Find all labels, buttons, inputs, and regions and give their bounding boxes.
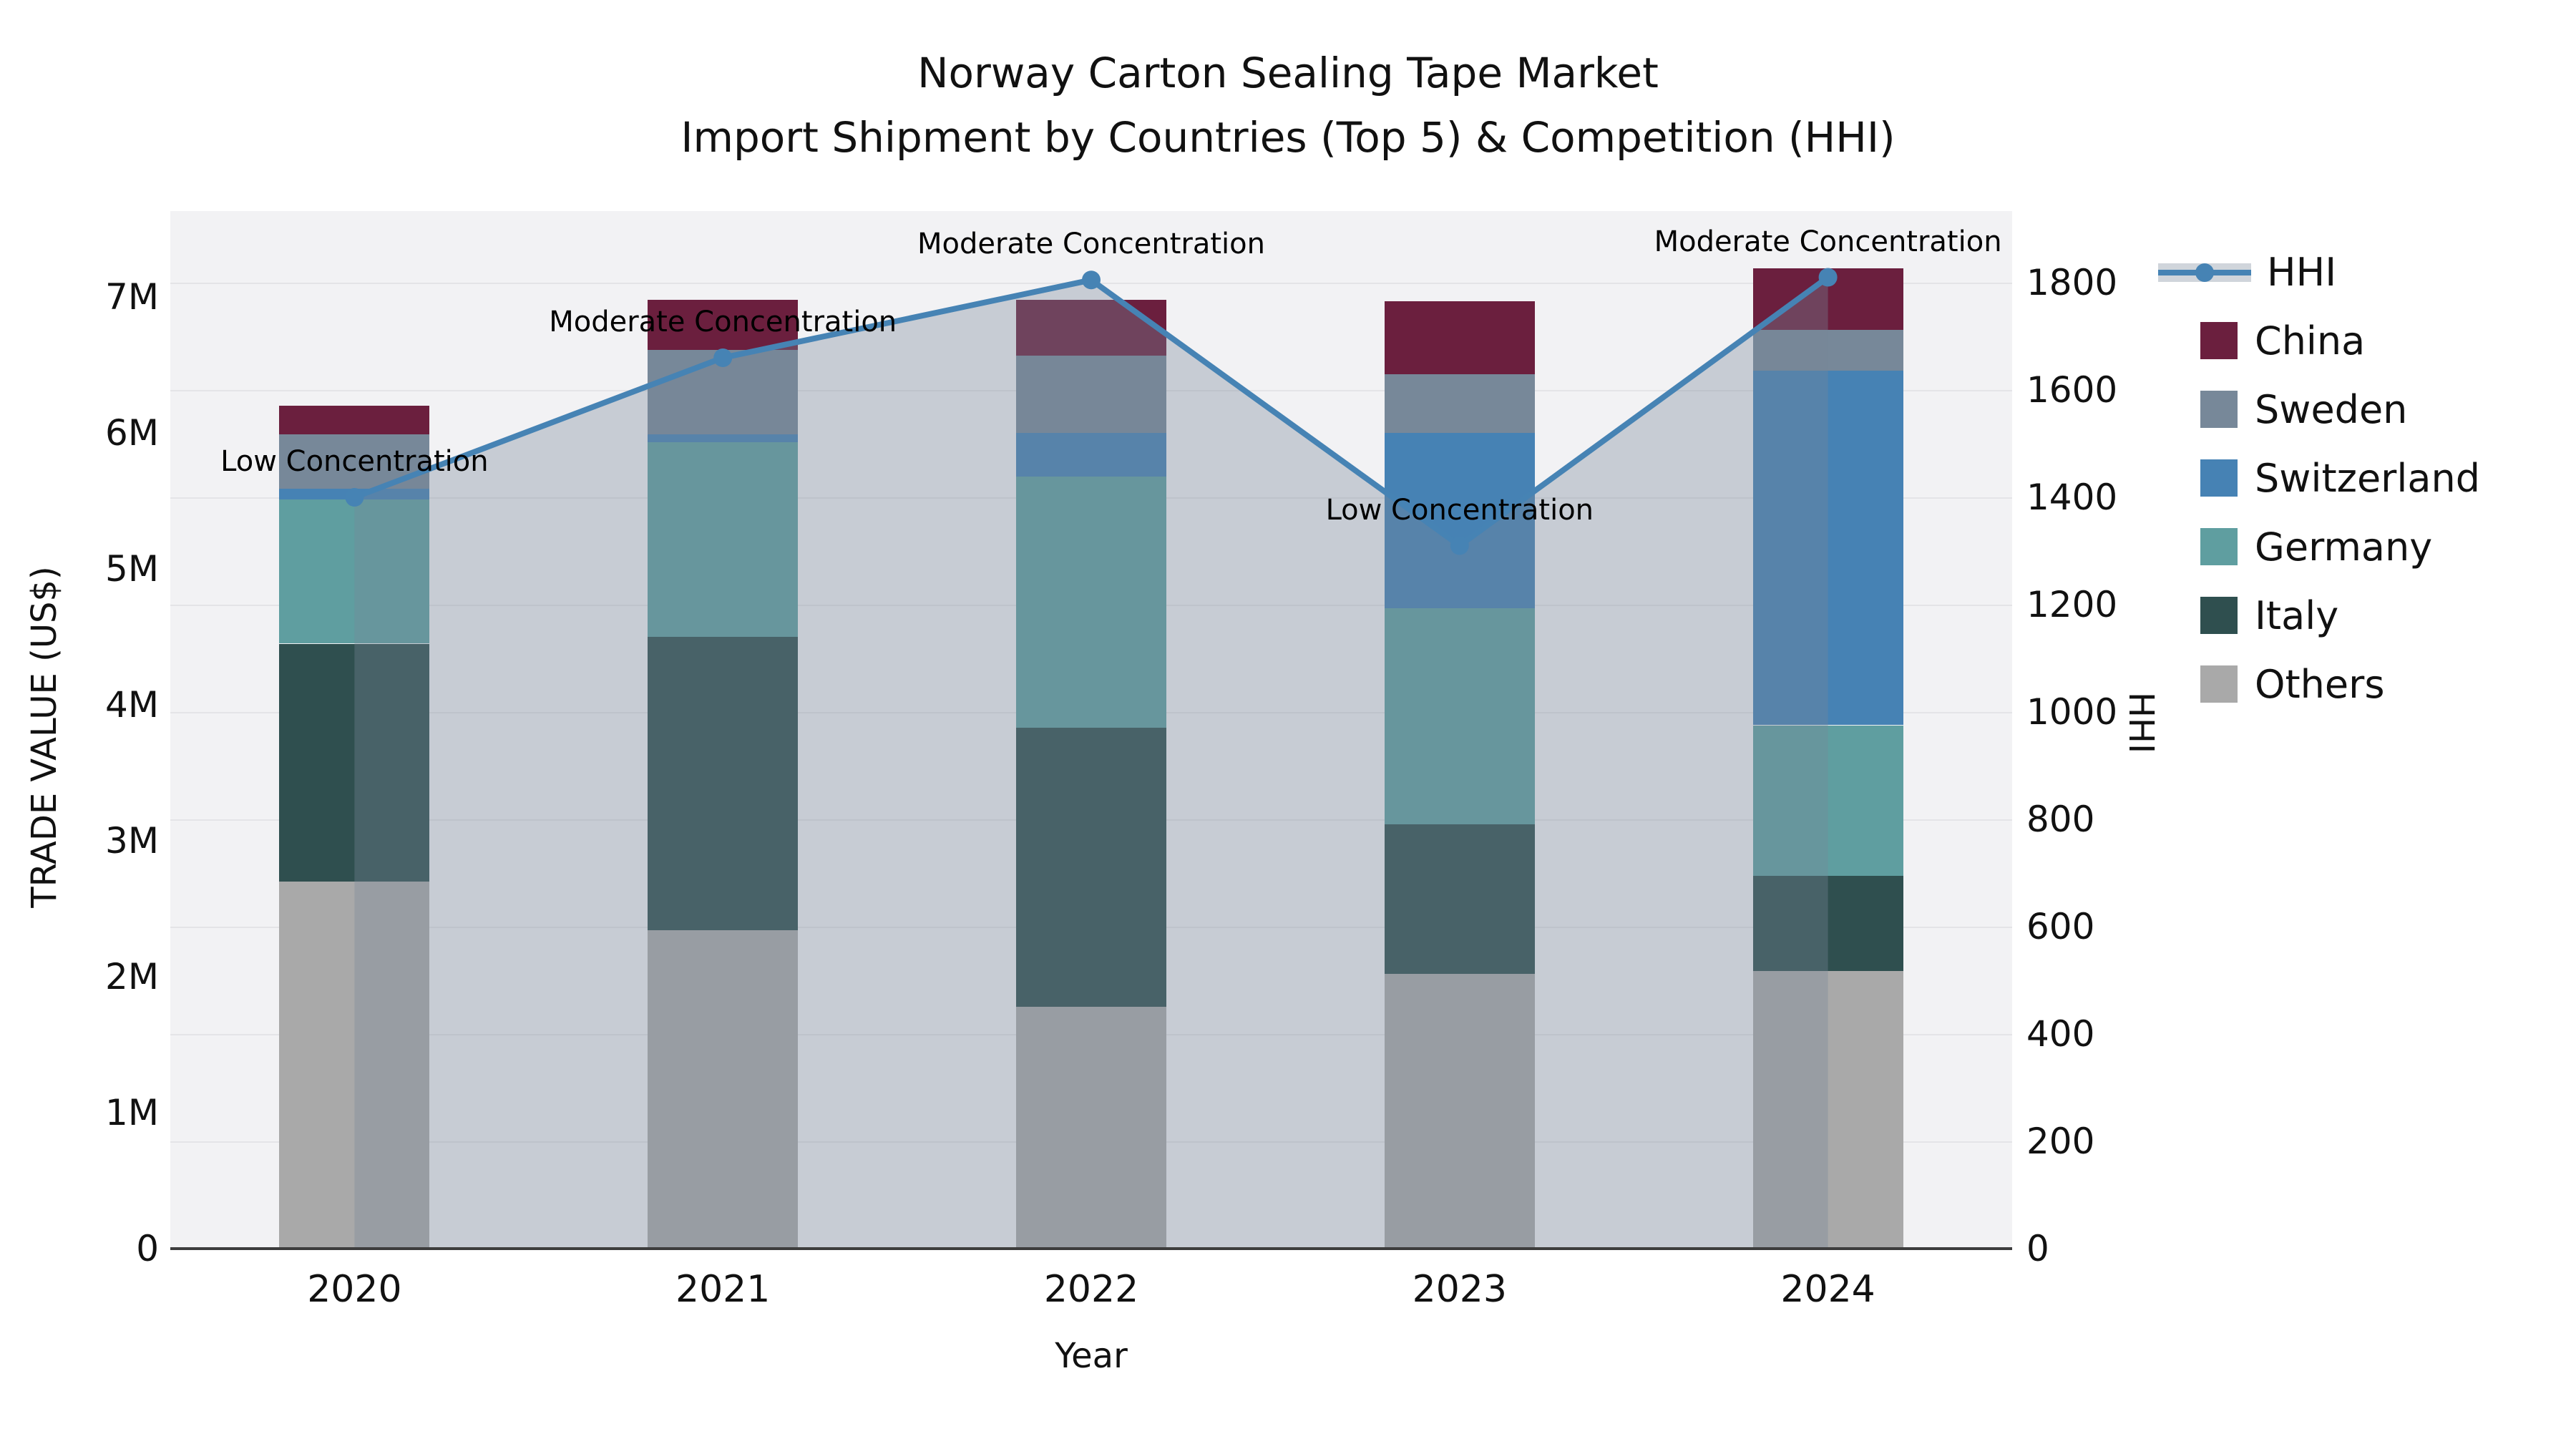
bar-2023-germany <box>1384 608 1535 825</box>
bar-2023-china <box>1384 301 1535 375</box>
legend-label-sweden: Sweden <box>2255 386 2408 432</box>
bar-2021-sweden <box>648 350 799 434</box>
y-tick-right-1400: 1400 <box>2026 477 2118 518</box>
annotation-2020: Low Concentration <box>220 445 489 478</box>
y-tick-left-4M: 4M <box>105 684 159 726</box>
bar-2020-germany <box>279 499 430 644</box>
bar-2022-others <box>1016 1006 1166 1249</box>
y-tick-right-1200: 1200 <box>2026 584 2118 625</box>
chart-title-line1: Norway Carton Sealing Tape Market <box>917 49 1659 97</box>
bar-2020-italy <box>279 643 430 882</box>
bar-2023-sweden <box>1384 374 1535 433</box>
legend-label-hhi: HHI <box>2267 249 2337 295</box>
chart-title: Norway Carton Sealing Tape Market Import… <box>0 42 2576 170</box>
legend-label-others: Others <box>2255 661 2385 707</box>
x-tick-2022: 2022 <box>1043 1268 1139 1311</box>
legend-item-hhi: HHI <box>2158 238 2480 306</box>
bar-2021-italy <box>648 637 799 931</box>
legend-label-italy: Italy <box>2255 592 2339 638</box>
y-tick-right-1600: 1600 <box>2026 369 2118 411</box>
y-tick-right-200: 200 <box>2026 1121 2095 1162</box>
hhi-dot-icon <box>2195 263 2214 282</box>
y-tick-right-1800: 1800 <box>2026 262 2118 303</box>
x-axis-line <box>170 1247 2012 1250</box>
y-tick-right-1000: 1000 <box>2026 691 2118 733</box>
x-axis-title: Year <box>1055 1336 1128 1376</box>
chart-title-line2: Import Shipment by Countries (Top 5) & C… <box>680 112 1896 162</box>
x-tick-2024: 2024 <box>1780 1268 1875 1311</box>
bar-2023-others <box>1384 974 1535 1249</box>
bar-2022-sweden <box>1016 355 1166 433</box>
bar-2024-china <box>1752 268 1903 330</box>
annotation-2022: Moderate Concentration <box>917 228 1265 261</box>
y-tick-right-600: 600 <box>2026 906 2095 947</box>
y-tick-left-1M: 1M <box>105 1092 159 1133</box>
legend-swatch-germany <box>2200 528 2238 565</box>
bar-2024-switzerland <box>1752 370 1903 726</box>
bar-2024-italy <box>1752 876 1903 972</box>
bar-2023-italy <box>1384 824 1535 975</box>
legend-item-china: China <box>2158 306 2480 375</box>
bar-2022-china <box>1016 299 1166 356</box>
bar-2022-germany <box>1016 476 1166 728</box>
y-tick-right-400: 400 <box>2026 1013 2095 1055</box>
legend-item-others: Others <box>2158 650 2480 718</box>
legend-item-italy: Italy <box>2158 581 2480 650</box>
legend-item-switzerland: Switzerland <box>2158 444 2480 512</box>
annotation-2023: Low Concentration <box>1325 493 1594 527</box>
legend-label-germany: Germany <box>2255 524 2433 570</box>
annotation-2021: Moderate Concentration <box>549 306 897 338</box>
hhi-line-icon <box>2158 252 2251 292</box>
legend-swatch-italy <box>2200 597 2238 634</box>
legend-label-switzerland: Switzerland <box>2255 455 2480 501</box>
x-tick-2023: 2023 <box>1412 1268 1507 1311</box>
bar-2020-china <box>279 406 430 434</box>
bar-2024-sweden <box>1752 329 1903 371</box>
legend: HHI China Sweden Switzerland Germany Italy Oth… <box>2158 238 2480 718</box>
y-tick-left-3M: 3M <box>105 820 159 862</box>
y-tick-left-7M: 7M <box>105 276 159 318</box>
bar-2020-others <box>279 882 430 1249</box>
legend-swatch-switzerland <box>2200 459 2238 497</box>
y-tick-right-800: 800 <box>2026 799 2095 840</box>
y-tick-right-0: 0 <box>2026 1228 2049 1269</box>
bar-2021-germany <box>648 442 799 637</box>
bar-2024-others <box>1752 971 1903 1249</box>
legend-swatch-sweden <box>2200 391 2238 428</box>
legend-label-china: China <box>2255 318 2366 364</box>
x-tick-2021: 2021 <box>675 1268 771 1311</box>
y-tick-left-2M: 2M <box>105 956 159 997</box>
bar-2020-switzerland <box>279 488 430 500</box>
x-tick-2020: 2020 <box>307 1268 402 1311</box>
bar-2022-italy <box>1016 728 1166 1007</box>
bar-2024-germany <box>1752 725 1903 877</box>
legend-item-germany: Germany <box>2158 512 2480 581</box>
bar-2021-others <box>648 930 799 1249</box>
y-tick-left-6M: 6M <box>105 412 159 454</box>
annotation-2024: Moderate Concentration <box>1654 225 2002 258</box>
bar-2022-switzerland <box>1016 433 1166 477</box>
legend-swatch-china <box>2200 322 2238 359</box>
y-axis-right-title: HHI <box>2121 691 2161 754</box>
legend-item-sweden: Sweden <box>2158 375 2480 444</box>
y-tick-left-0: 0 <box>136 1228 159 1269</box>
y-axis-left-title: TRADE VALUE (US$) <box>24 566 64 908</box>
y-tick-left-5M: 5M <box>105 548 159 590</box>
gridline <box>170 283 2012 284</box>
bar-2021-switzerland <box>648 434 799 443</box>
legend-swatch-others <box>2200 665 2238 703</box>
